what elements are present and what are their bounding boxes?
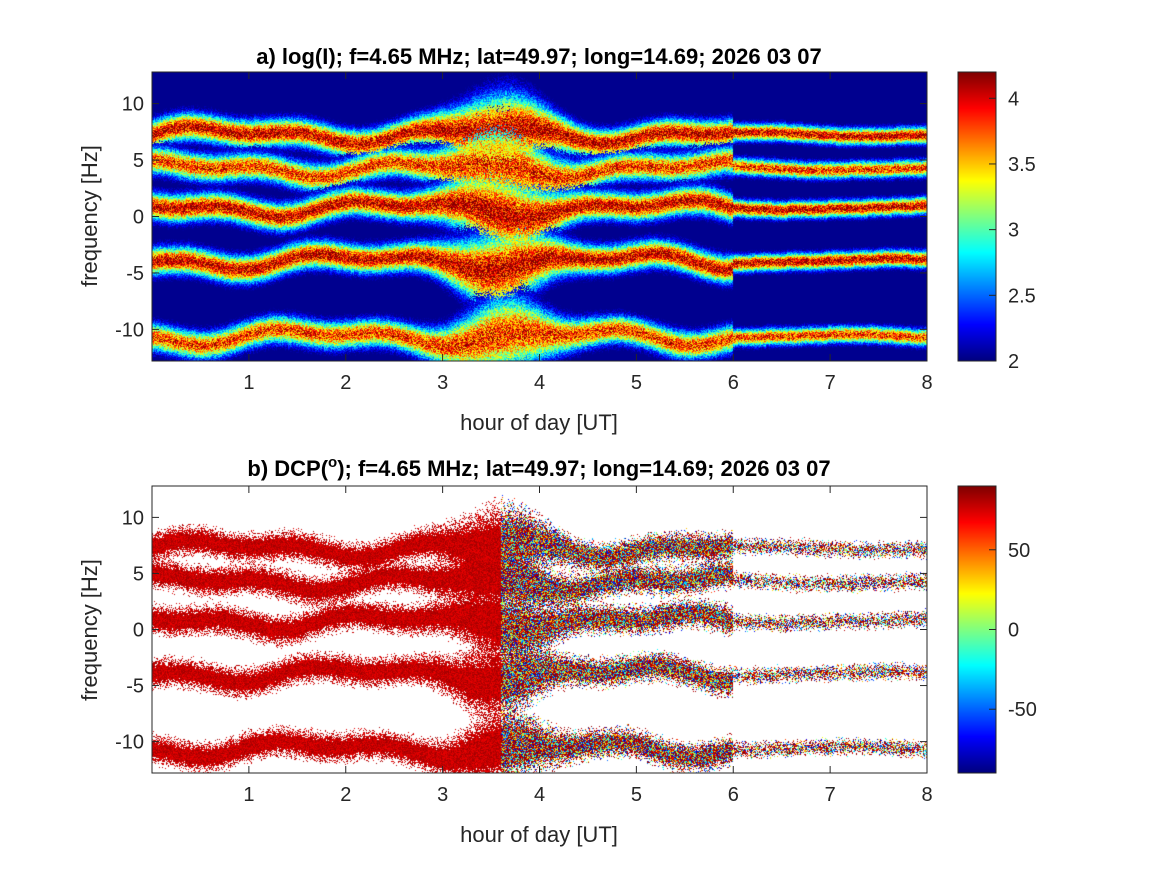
panel-b-colorbar-axis: -50 0 50	[989, 540, 1037, 721]
y-tick-label: 10	[122, 507, 144, 529]
y-tick-label: 10	[122, 94, 144, 116]
x-tick-label: 6	[728, 372, 739, 394]
x-tick-label: 8	[921, 372, 932, 394]
panel-b-heatmap	[152, 486, 927, 773]
colorbar-tick-label: 2	[1008, 351, 1019, 373]
panel-a: a) log(I); f=4.65 MHz; lat=49.97; long=1…	[77, 44, 1036, 435]
colorbar-tick-label: 4	[1008, 88, 1019, 110]
panel-b-ylabel: frequency [Hz]	[77, 559, 102, 701]
x-tick-label: 7	[825, 784, 836, 806]
panel-b-axes: 1 2 3 4 5 6 7 8 -10 -5 0 5 10	[115, 486, 933, 806]
panel-b: b) DCP(o); f=4.65 MHz; lat=49.97; long=1…	[77, 454, 1037, 847]
colorbar-tick-label: 2.5	[1008, 285, 1036, 307]
panel-b-title: b) DCP(o); f=4.65 MHz; lat=49.97; long=1…	[247, 454, 830, 481]
panel-a-colorbar	[958, 72, 996, 361]
x-tick-label: 4	[534, 372, 545, 394]
x-tick-label: 7	[825, 372, 836, 394]
y-tick-label: -10	[115, 732, 144, 754]
panel-a-colorbar-axis: 2 2.5 3 3.5 4	[989, 88, 1036, 373]
x-tick-label: 4	[534, 784, 545, 806]
x-tick-label: 1	[243, 372, 254, 394]
y-tick-label: 5	[133, 563, 144, 585]
x-tick-label: 3	[437, 784, 448, 806]
x-tick-label: 1	[243, 784, 254, 806]
x-tick-label: 2	[340, 372, 351, 394]
x-tick-label: 8	[921, 784, 932, 806]
colorbar-tick-label: 3	[1008, 220, 1019, 242]
panel-b-title-superscript: o	[328, 454, 337, 471]
y-tick-label: 0	[133, 207, 144, 229]
panel-b-title-suffix: ); f=4.65 MHz; lat=49.97; long=14.69; 20…	[337, 456, 830, 481]
colorbar-tick-label: 3.5	[1008, 154, 1036, 176]
panel-a-xlabel: hour of day [UT]	[460, 410, 618, 435]
x-tick-label: 5	[631, 784, 642, 806]
y-tick-label: -10	[115, 319, 144, 341]
x-tick-label: 5	[631, 372, 642, 394]
colorbar-tick-label: 50	[1008, 540, 1030, 562]
x-tick-label: 2	[340, 784, 351, 806]
y-tick-label: -5	[126, 263, 144, 285]
panel-a-colorbar-box	[957, 71, 997, 362]
panel-a-heatmap	[152, 72, 927, 361]
colorbar-tick-label: -50	[1008, 699, 1037, 721]
panel-a-axes: 1 2 3 4 5 6 7 8 -10 -5 0 5 10	[115, 72, 933, 394]
x-tick-label: 6	[728, 784, 739, 806]
x-tick-label: 3	[437, 372, 448, 394]
colorbar-tick-label: 0	[1008, 620, 1019, 642]
y-tick-label: 0	[133, 620, 144, 642]
y-tick-label: 5	[133, 150, 144, 172]
panel-a-ylabel: frequency [Hz]	[77, 145, 102, 287]
panel-a-title: a) log(I); f=4.65 MHz; lat=49.97; long=1…	[256, 44, 822, 69]
panel-b-title-prefix: b) DCP(	[247, 456, 328, 481]
y-tick-label: -5	[126, 676, 144, 698]
panel-b-xlabel: hour of day [UT]	[460, 822, 618, 847]
